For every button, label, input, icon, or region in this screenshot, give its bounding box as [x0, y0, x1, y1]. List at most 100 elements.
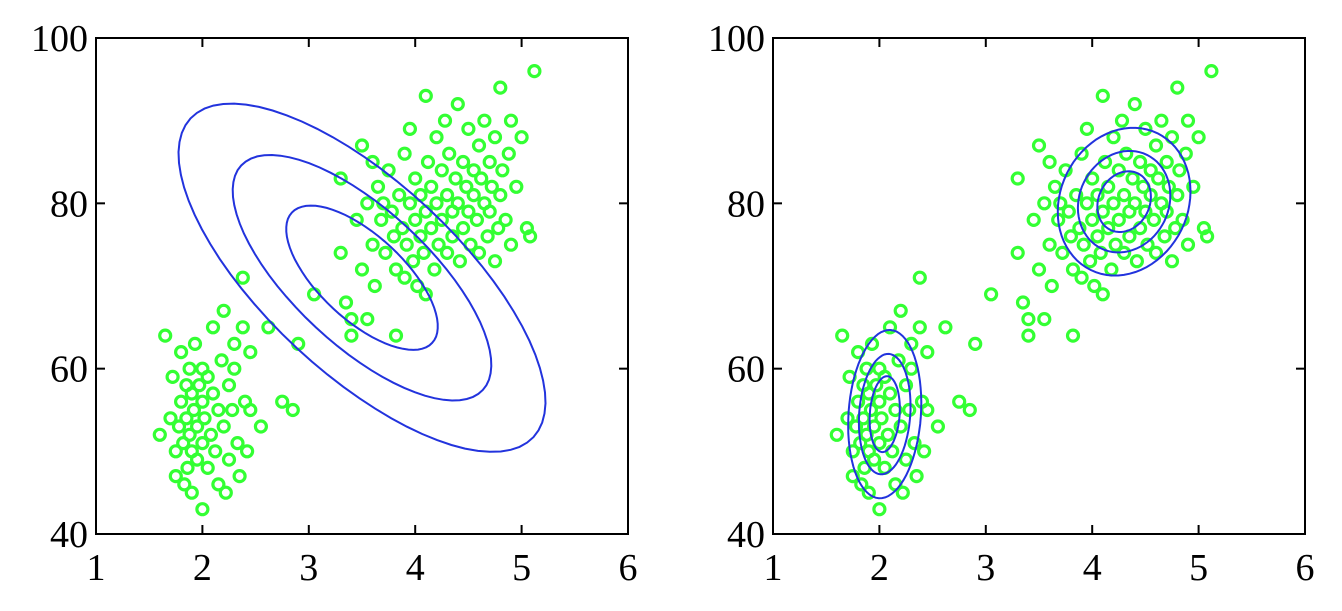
contour-ellipse	[1096, 170, 1152, 233]
data-point	[418, 204, 433, 219]
data-point	[1125, 171, 1140, 186]
data-point	[1079, 196, 1095, 211]
data-point	[307, 287, 322, 302]
data-point	[184, 485, 199, 500]
data-point	[378, 245, 393, 260]
data-point	[514, 130, 529, 145]
data-point	[243, 345, 258, 360]
y-tick-label: 80	[727, 183, 765, 225]
data-point	[880, 427, 896, 442]
data-point	[450, 96, 465, 112]
data-point	[1148, 138, 1164, 153]
data-point	[503, 237, 519, 252]
data-point	[344, 328, 359, 343]
data-point	[902, 402, 917, 418]
x-tick-label: 6	[1296, 547, 1315, 589]
data-point	[1143, 163, 1158, 178]
y-tick-label: 60	[727, 349, 765, 391]
data-point	[1095, 88, 1110, 104]
scatter-panel-left: 1 2 3 4 5 6 40 60 80 100	[31, 18, 638, 589]
data-point	[177, 477, 192, 492]
data-point	[445, 229, 460, 244]
data-point	[216, 303, 231, 318]
data-point	[388, 262, 404, 277]
data-point	[168, 444, 183, 459]
data-point	[218, 485, 233, 500]
data-point	[354, 138, 370, 153]
data-point	[232, 469, 247, 484]
data-point	[434, 212, 449, 227]
data-point	[898, 378, 914, 393]
data-point	[456, 154, 471, 170]
data-point	[354, 262, 370, 277]
data-point	[904, 361, 919, 376]
data-point	[466, 163, 481, 178]
data-point	[1119, 146, 1134, 161]
data-point	[909, 469, 924, 484]
data-point	[392, 188, 407, 203]
data-point	[850, 394, 866, 409]
data-point	[427, 262, 442, 277]
data-point	[386, 229, 401, 244]
data-point	[1148, 245, 1164, 260]
data-point	[285, 402, 300, 418]
data-point	[402, 196, 417, 211]
data-point	[349, 212, 364, 227]
data-point	[1021, 328, 1036, 343]
contour-ellipse	[231, 153, 493, 402]
data-point	[861, 485, 876, 500]
data-point	[1042, 154, 1057, 170]
data-point	[1104, 262, 1119, 277]
data-point	[1053, 196, 1068, 211]
data-point	[203, 427, 218, 442]
data-point	[912, 320, 927, 335]
data-point	[214, 353, 229, 368]
data-point	[952, 394, 967, 409]
data-point	[429, 130, 444, 145]
data-point	[1204, 63, 1219, 79]
data-point	[1031, 138, 1047, 153]
data-point	[456, 221, 471, 236]
data-point	[1108, 237, 1123, 252]
data-point	[471, 245, 487, 260]
contour-ellipse	[868, 375, 901, 454]
data-point	[1047, 179, 1063, 194]
data-point	[1146, 212, 1162, 227]
data-point	[1010, 245, 1025, 260]
data-point	[388, 328, 404, 343]
data-point	[437, 113, 453, 128]
data-point	[1061, 204, 1076, 219]
data-point	[898, 452, 914, 467]
x-tick-label: 1	[764, 547, 783, 589]
data-point	[1074, 146, 1089, 161]
data-point	[920, 345, 935, 360]
data-point	[1151, 171, 1166, 186]
data-point	[1132, 154, 1148, 170]
data-point	[484, 179, 499, 194]
data-point	[205, 386, 221, 401]
data-point	[1042, 237, 1057, 252]
data-point	[859, 427, 874, 442]
data-point	[221, 378, 237, 393]
data-point	[413, 229, 428, 244]
data-point	[1111, 163, 1126, 178]
data-point	[243, 402, 258, 418]
y-tick-label: 80	[50, 183, 88, 225]
x-tick-label: 3	[976, 547, 995, 589]
data-point	[1076, 237, 1091, 252]
data-point	[482, 204, 497, 219]
data-point	[866, 452, 882, 467]
contour-ellipse	[847, 328, 923, 500]
data-point	[424, 179, 439, 194]
data-point	[450, 196, 465, 211]
contour-ellipse	[857, 352, 912, 476]
data-point	[370, 179, 386, 194]
data-point	[1168, 221, 1183, 236]
data-point	[452, 254, 467, 269]
data-point	[397, 270, 412, 285]
x-tick-label: 4	[1083, 547, 1102, 589]
data-point	[1031, 262, 1047, 277]
data-point	[930, 419, 946, 434]
data-point	[854, 477, 869, 492]
data-point	[1170, 188, 1185, 203]
